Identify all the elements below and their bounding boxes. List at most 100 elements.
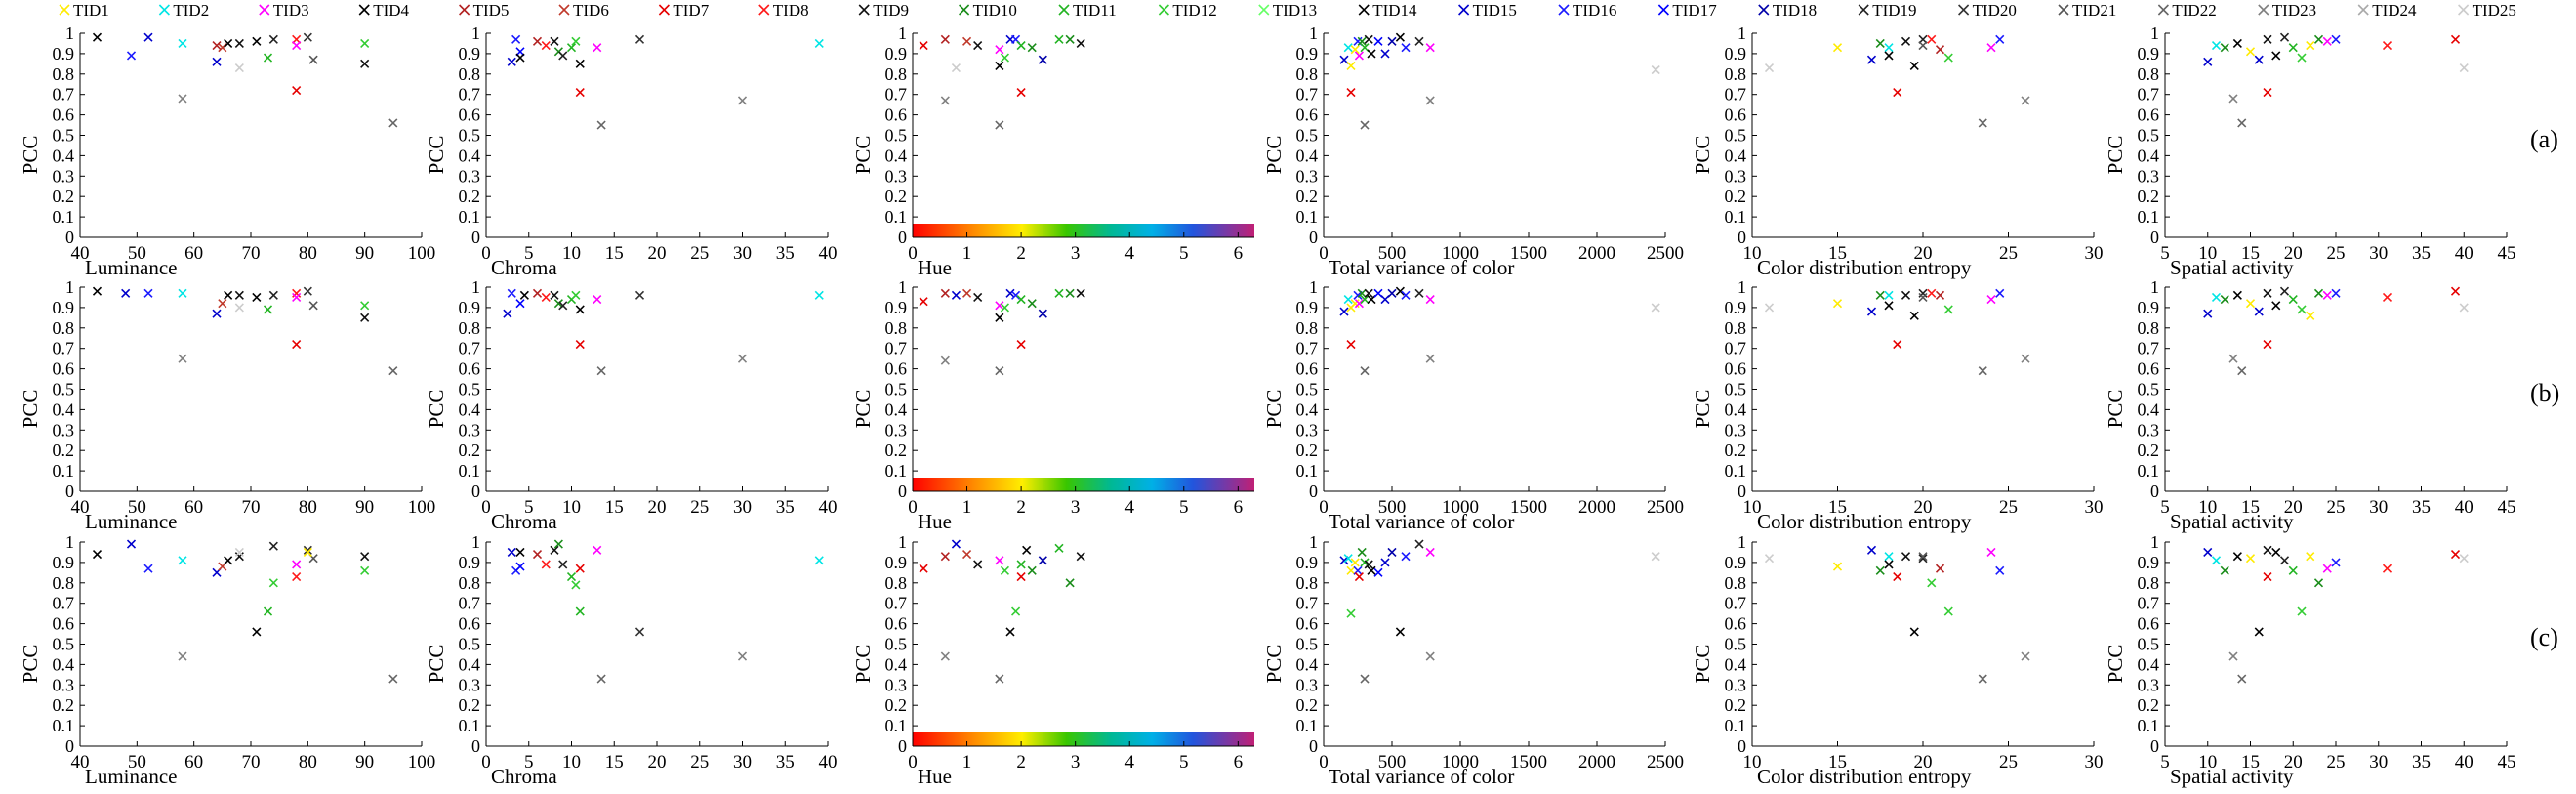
y-tick-label: 0.6 — [459, 105, 481, 125]
data-point — [515, 562, 525, 571]
data-point — [1927, 288, 1937, 298]
data-point — [550, 545, 559, 555]
data-point — [1038, 309, 1047, 318]
y-tick-label: 0 — [65, 736, 74, 756]
data-point — [995, 674, 1004, 684]
data-point — [1016, 88, 1026, 98]
data-point — [268, 34, 278, 44]
data-point — [1943, 305, 1953, 314]
data-point — [1901, 552, 1911, 562]
x-tick-label: 45 — [2498, 497, 2516, 518]
y-tick-label: 0.3 — [1296, 420, 1319, 439]
data-point — [1016, 40, 1026, 51]
data-point — [995, 366, 1004, 376]
data-point — [2220, 294, 2229, 305]
x-tick-label: 30 — [2369, 497, 2388, 518]
legend-entry-tid2: TID2 — [158, 1, 209, 20]
data-point — [1350, 299, 1360, 309]
data-point — [1764, 303, 1775, 313]
data-point — [2263, 88, 2272, 98]
data-point — [1918, 288, 1928, 298]
data-point — [1401, 290, 1411, 300]
data-point — [2322, 564, 2332, 573]
data-point — [224, 556, 233, 565]
x-tick-label: 5 — [524, 243, 534, 264]
data-point — [2382, 564, 2392, 573]
y-tick-label: 0.3 — [53, 166, 75, 186]
data-point — [218, 299, 227, 309]
y-tick-label: 0 — [2150, 736, 2159, 756]
data-point — [1364, 288, 1373, 298]
data-point — [1425, 43, 1435, 53]
y-tick-label: 0.8 — [53, 64, 75, 84]
y-tick-label: 0.2 — [1725, 187, 1747, 206]
legend: TID1 TID2 TID3 TID4 TID5 TID6 TID7 TID8 TID9 TID1… — [59, 1, 2516, 20]
y-tick-label: 0.3 — [2138, 675, 2160, 694]
row-label-a: (a) — [2530, 125, 2558, 153]
x-tick-label: 1 — [962, 243, 972, 264]
y-tick-label: 0.4 — [53, 399, 75, 419]
legend-entry-tid14: TID14 — [1358, 1, 1417, 20]
data-point — [2279, 556, 2290, 565]
data-point — [1010, 290, 1021, 300]
data-point — [2263, 339, 2272, 350]
data-point — [1076, 288, 1085, 298]
data-point — [2220, 565, 2229, 575]
data-point — [507, 288, 516, 298]
scatter-panel-1-3: 00.10.20.30.40.50.60.70.80.91 0 500 1000 150… — [1262, 277, 1684, 533]
x-axis-label: Spatial activity — [2170, 510, 2294, 533]
data-point — [1978, 366, 1987, 376]
y-tick-label: 1 — [471, 532, 480, 552]
data-point — [814, 556, 824, 565]
data-point — [1054, 543, 1064, 553]
data-point — [2245, 299, 2256, 309]
y-tick-label: 0 — [471, 228, 480, 247]
data-point — [593, 545, 602, 555]
data-point — [1373, 36, 1383, 46]
data-point — [1076, 38, 1085, 49]
data-point — [2263, 571, 2272, 582]
y-tick-label: 1 — [2150, 277, 2159, 297]
data-point — [2279, 286, 2290, 296]
legend-label: TID3 — [273, 1, 309, 20]
y-tick-label: 0.2 — [459, 440, 481, 460]
x-tick-label: 10 — [1743, 497, 1762, 518]
scatter-panel-1-4: 00.10.20.30.40.50.60.70.80.91 10 15 20 25 30 C… — [1691, 277, 2104, 533]
y-tick-label: 0.4 — [459, 399, 481, 419]
data-point — [2211, 292, 2222, 303]
x-tick-label: 35 — [776, 243, 795, 264]
y-tick-label: 0.9 — [1296, 44, 1319, 63]
x-tick-label: 20 — [2284, 243, 2303, 264]
data-point — [234, 290, 244, 300]
data-point — [1357, 547, 1367, 558]
y-axis-label: PCC — [1691, 645, 1714, 684]
data-point — [2322, 290, 2332, 300]
legend-marker — [1558, 4, 1570, 16]
y-tick-label: 0.7 — [2138, 85, 2160, 104]
scatter-panel-1-0: 00.10.20.30.40.50.60.70.80.91 40 50 60 70 80 9… — [19, 277, 435, 533]
data-point — [553, 299, 563, 309]
data-point — [571, 290, 581, 300]
y-tick-label: 0.5 — [459, 380, 481, 399]
data-point — [507, 547, 516, 558]
data-point — [995, 313, 1004, 322]
data-point — [263, 305, 273, 314]
data-point — [360, 301, 370, 311]
x-tick-label: 20 — [648, 243, 667, 264]
y-tick-label: 0.4 — [1725, 399, 1747, 419]
data-point — [995, 61, 1004, 71]
data-point — [2288, 294, 2298, 305]
legend-marker — [358, 4, 370, 16]
data-point — [2263, 545, 2272, 555]
data-point — [2322, 36, 2332, 46]
data-point — [1401, 43, 1411, 53]
x-axis-label: Color distribution entropy — [1757, 510, 1972, 533]
y-tick-label: 0.5 — [1296, 126, 1319, 146]
y-tick-label: 0.1 — [1725, 207, 1747, 227]
x-axis-label: Chroma — [491, 510, 557, 533]
x-tick-label: 40 — [819, 243, 838, 264]
y-tick-label: 0.8 — [2138, 573, 2160, 593]
y-tick-label: 0.7 — [53, 594, 75, 613]
y-axis-label: PCC — [2104, 390, 2127, 429]
legend-entry-tid17: TID17 — [1657, 1, 1717, 20]
